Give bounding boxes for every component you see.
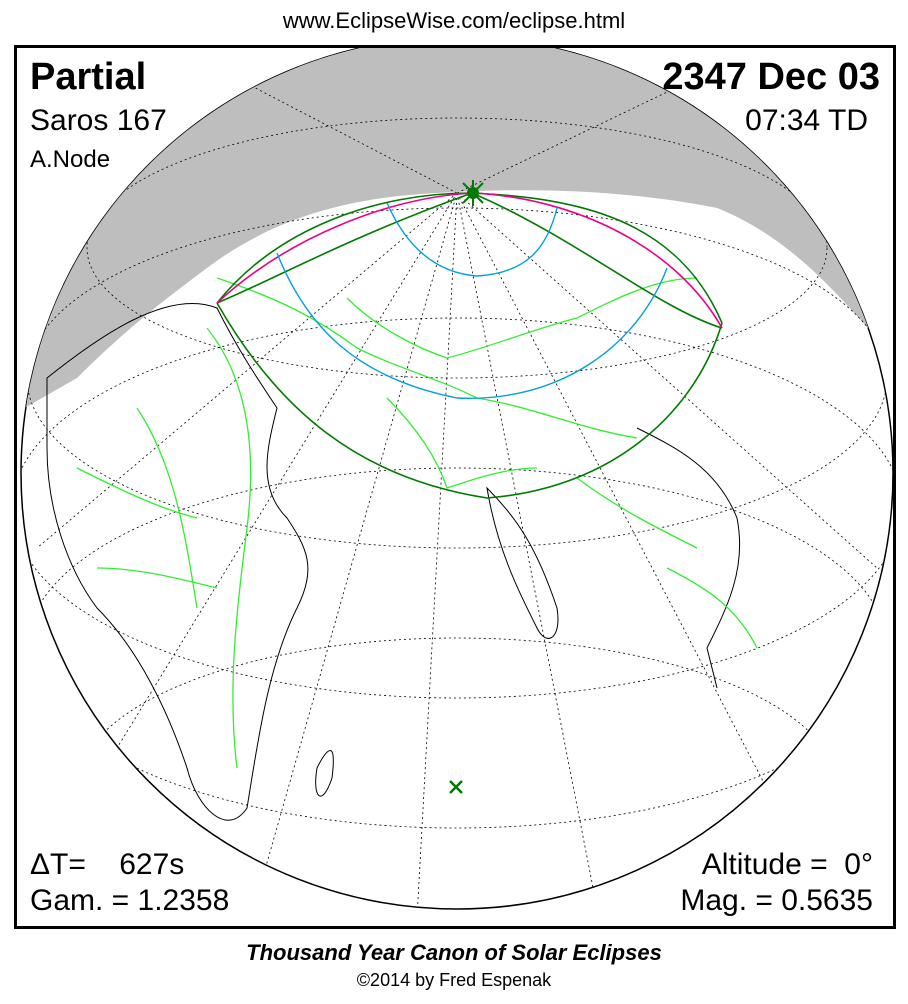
- sub-solar-x-icon: [449, 780, 463, 794]
- footer-title: Thousand Year Canon of Solar Eclipses: [246, 940, 662, 965]
- coastlines: [46, 303, 741, 821]
- globe: [20, 48, 893, 910]
- magnitude-curve-inner: [386, 202, 558, 277]
- altitude: Altitude = 0°: [701, 848, 873, 881]
- country-borders: [76, 277, 758, 769]
- node: A.Node: [30, 146, 111, 173]
- globe-map: [20, 48, 893, 910]
- eclipse-type: Partial: [30, 56, 147, 98]
- eclipse-date: 2347 Dec 03: [662, 56, 880, 98]
- magnitude: Mag. = 0.5635: [680, 884, 873, 917]
- delta-t: ΔT= 627s: [30, 848, 185, 881]
- southern-limit-curve: [216, 302, 723, 499]
- night-region: [21, 48, 893, 418]
- eclipse-time: 07:34 TD: [745, 104, 868, 137]
- header-url: www.EclipseWise.com/eclipse.html: [282, 8, 626, 33]
- saros-number: Saros 167: [30, 104, 167, 137]
- magnitude-curve-outer: [276, 252, 668, 399]
- map-frame: Partial 2347 Dec 03 Saros 167 07:34 TD A…: [14, 45, 896, 929]
- greatest-eclipse-star-icon: [462, 180, 484, 206]
- footer-copyright: ©2014 by Fred Espenak: [356, 970, 552, 990]
- gamma: Gam. = 1.2358: [30, 884, 230, 917]
